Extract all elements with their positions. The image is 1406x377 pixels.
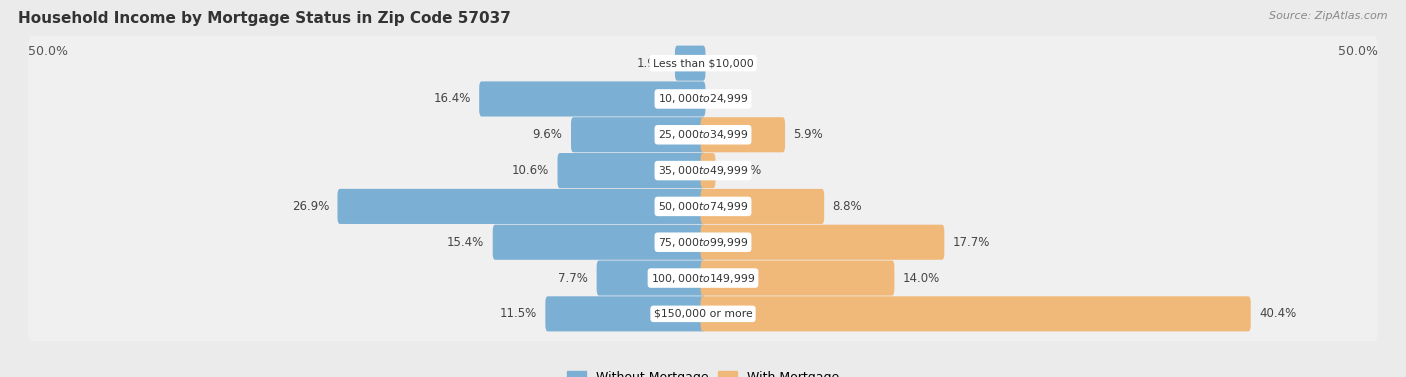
Text: 16.4%: 16.4%: [433, 92, 471, 106]
Text: 7.7%: 7.7%: [558, 271, 588, 285]
FancyBboxPatch shape: [479, 81, 706, 116]
FancyBboxPatch shape: [675, 46, 706, 81]
FancyBboxPatch shape: [28, 287, 1378, 341]
Text: $150,000 or more: $150,000 or more: [654, 309, 752, 319]
Text: 15.4%: 15.4%: [447, 236, 484, 249]
FancyBboxPatch shape: [28, 36, 1378, 90]
Text: 50.0%: 50.0%: [1339, 45, 1378, 58]
FancyBboxPatch shape: [28, 215, 1378, 270]
Text: 9.6%: 9.6%: [533, 128, 562, 141]
FancyBboxPatch shape: [571, 117, 706, 152]
Text: Household Income by Mortgage Status in Zip Code 57037: Household Income by Mortgage Status in Z…: [18, 11, 512, 26]
FancyBboxPatch shape: [28, 72, 1378, 126]
Text: 14.0%: 14.0%: [903, 271, 941, 285]
FancyBboxPatch shape: [596, 261, 706, 296]
Legend: Without Mortgage, With Mortgage: Without Mortgage, With Mortgage: [562, 366, 844, 377]
FancyBboxPatch shape: [28, 251, 1378, 305]
Text: $25,000 to $34,999: $25,000 to $34,999: [658, 128, 748, 141]
FancyBboxPatch shape: [700, 261, 894, 296]
Text: 26.9%: 26.9%: [291, 200, 329, 213]
FancyBboxPatch shape: [700, 153, 716, 188]
Text: 17.7%: 17.7%: [953, 236, 990, 249]
Text: 50.0%: 50.0%: [28, 45, 67, 58]
FancyBboxPatch shape: [700, 296, 1251, 331]
Text: Source: ZipAtlas.com: Source: ZipAtlas.com: [1270, 11, 1388, 21]
FancyBboxPatch shape: [558, 153, 706, 188]
FancyBboxPatch shape: [28, 143, 1378, 198]
Text: 1.9%: 1.9%: [637, 57, 666, 70]
Text: $10,000 to $24,999: $10,000 to $24,999: [658, 92, 748, 106]
Text: Less than $10,000: Less than $10,000: [652, 58, 754, 68]
Text: 0.0%: 0.0%: [714, 57, 744, 70]
FancyBboxPatch shape: [546, 296, 706, 331]
FancyBboxPatch shape: [700, 189, 824, 224]
Text: 10.6%: 10.6%: [512, 164, 550, 177]
Text: 40.4%: 40.4%: [1260, 307, 1296, 320]
Text: 11.5%: 11.5%: [499, 307, 537, 320]
Text: $100,000 to $149,999: $100,000 to $149,999: [651, 271, 755, 285]
Text: 8.8%: 8.8%: [832, 200, 862, 213]
Text: 0.0%: 0.0%: [714, 92, 744, 106]
FancyBboxPatch shape: [700, 117, 785, 152]
FancyBboxPatch shape: [700, 225, 945, 260]
FancyBboxPatch shape: [337, 189, 706, 224]
FancyBboxPatch shape: [28, 107, 1378, 162]
FancyBboxPatch shape: [28, 179, 1378, 234]
Text: $75,000 to $99,999: $75,000 to $99,999: [658, 236, 748, 249]
Text: 5.9%: 5.9%: [793, 128, 823, 141]
Text: 0.74%: 0.74%: [724, 164, 761, 177]
FancyBboxPatch shape: [492, 225, 706, 260]
Text: $50,000 to $74,999: $50,000 to $74,999: [658, 200, 748, 213]
Text: $35,000 to $49,999: $35,000 to $49,999: [658, 164, 748, 177]
